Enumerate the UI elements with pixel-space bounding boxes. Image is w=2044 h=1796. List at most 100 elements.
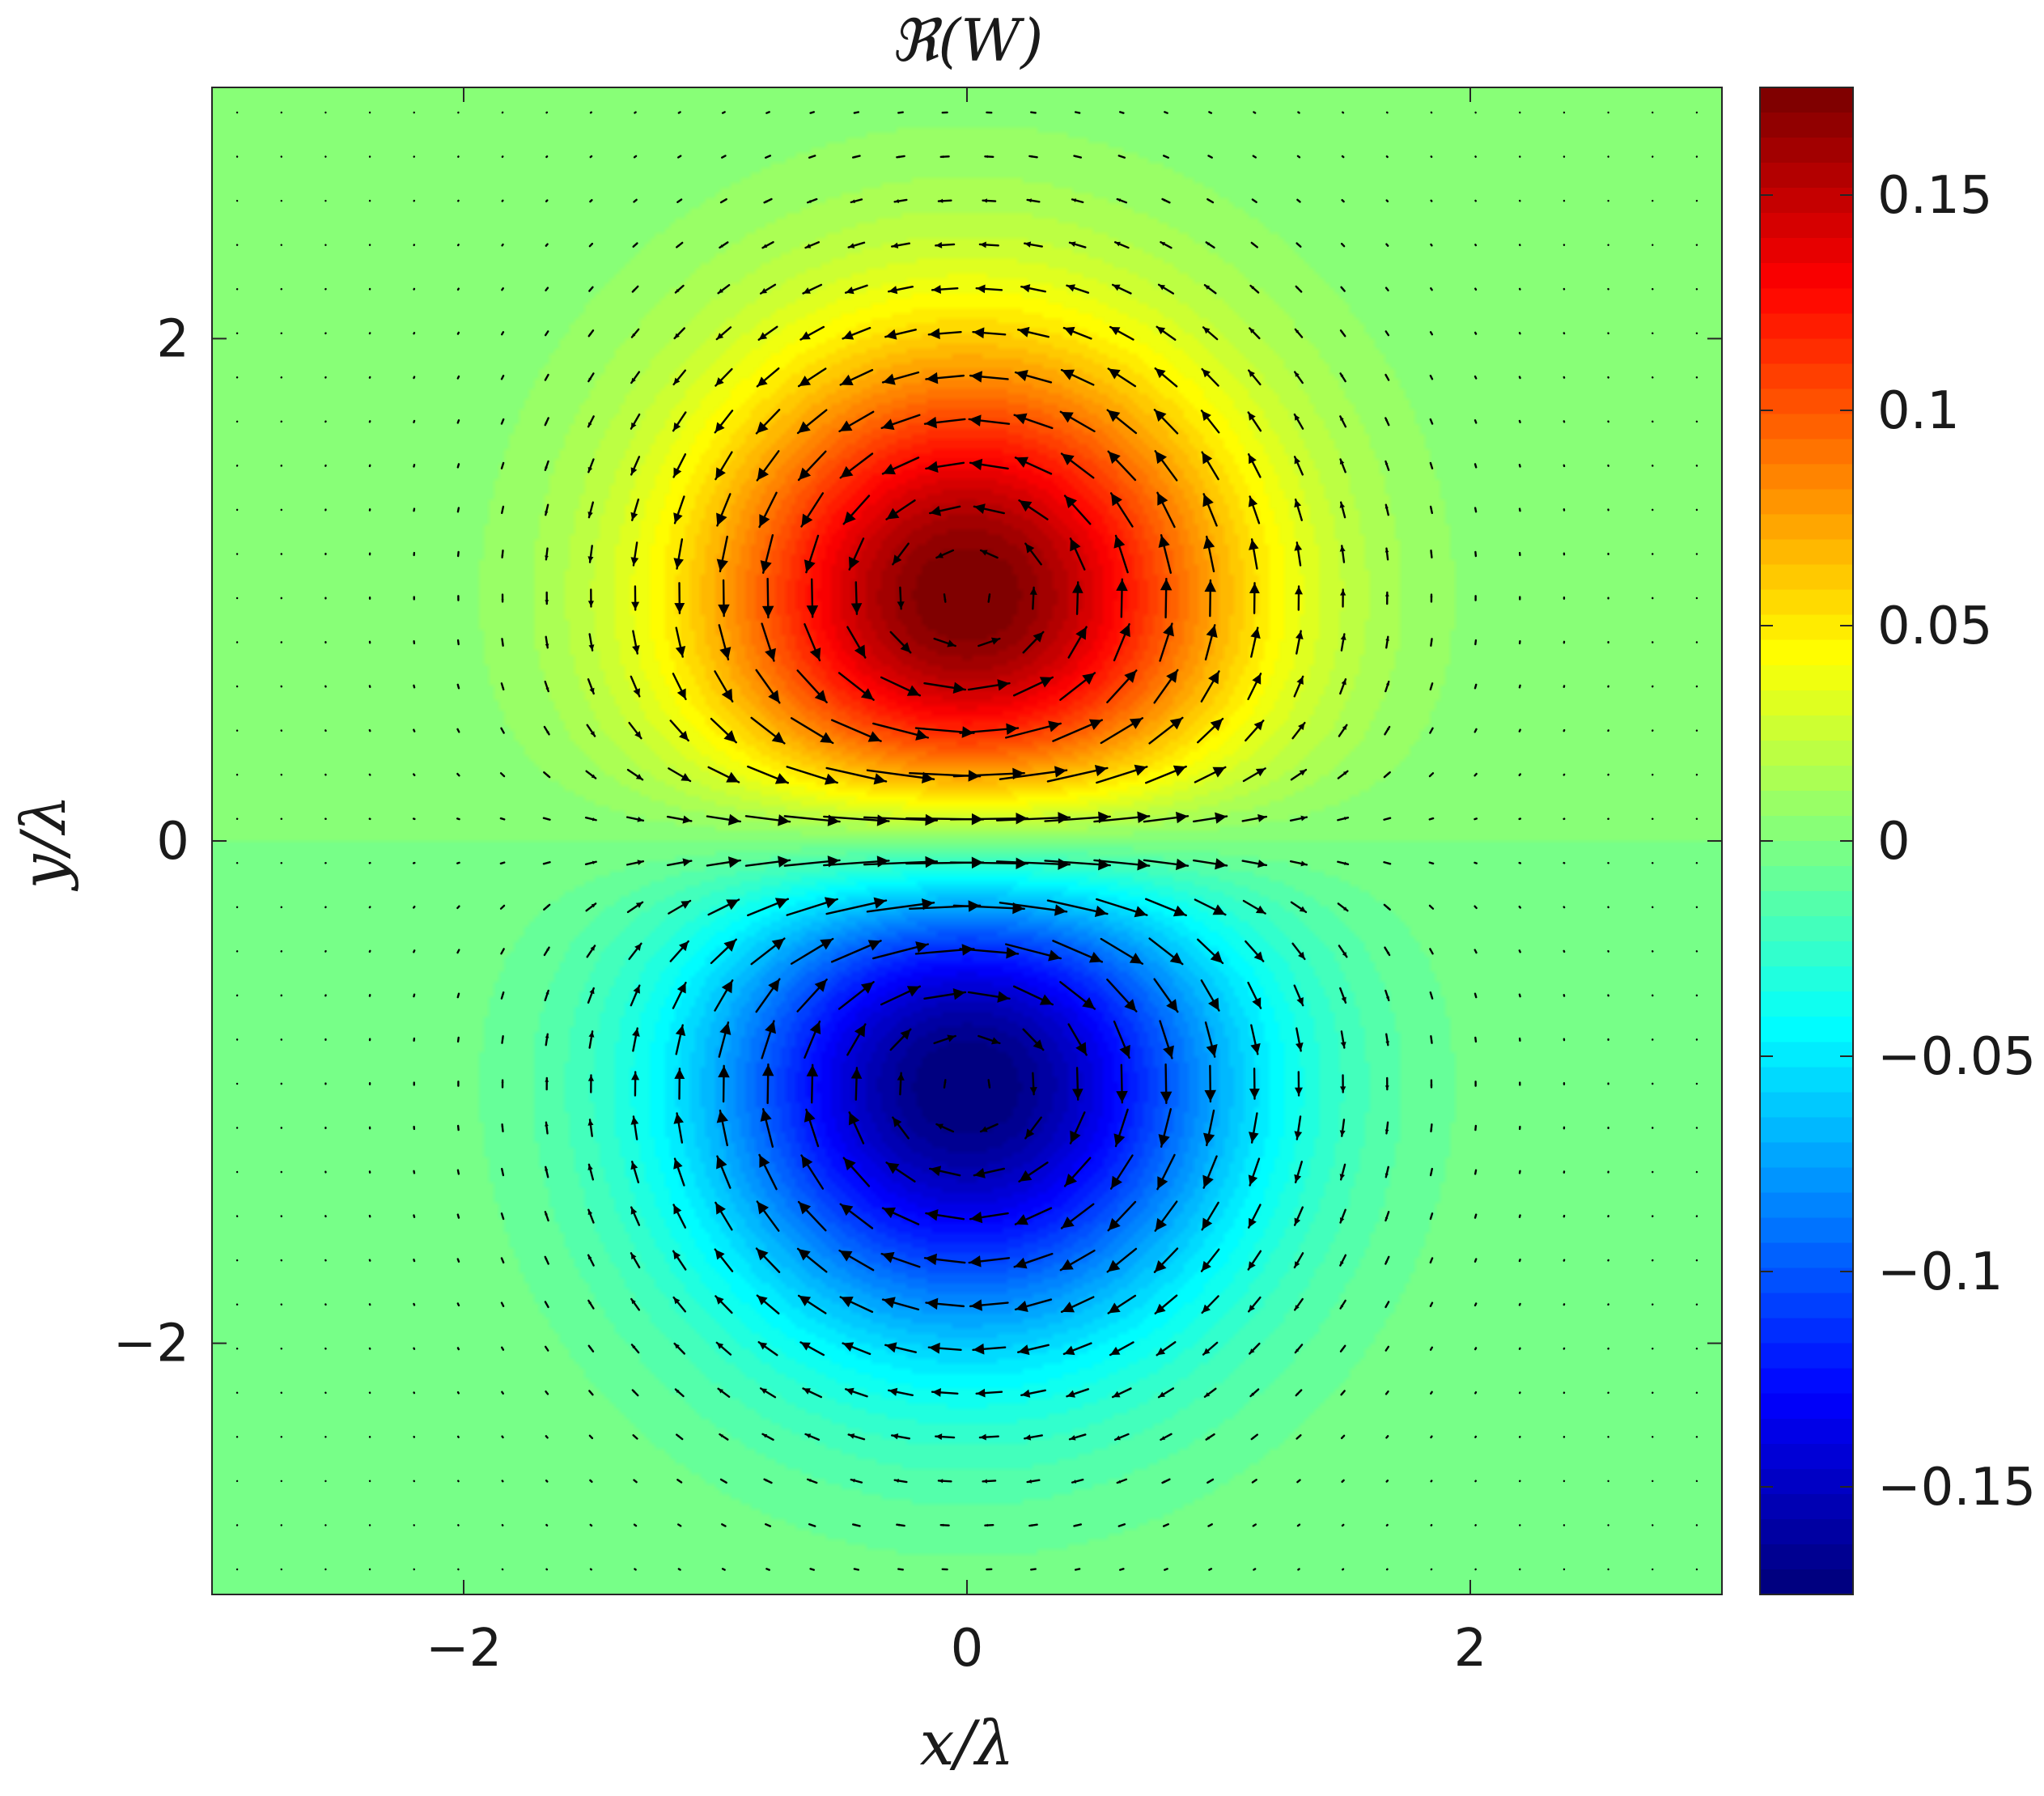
quiver-arrow-shaft <box>854 112 859 113</box>
colorbar-tick-label: −0.05 <box>1877 1027 2036 1087</box>
quiver-arrow <box>458 640 459 644</box>
quiver-arrow-shaft <box>1474 863 1476 864</box>
quiver-arrow <box>590 1480 592 1482</box>
quiver-arrow <box>458 1392 459 1393</box>
quiver-arrow-shaft <box>1431 1480 1432 1481</box>
quiver-arrow-shaft <box>1475 774 1477 775</box>
quiver-arrow <box>1430 863 1433 864</box>
quiver-arrow-shaft <box>502 1392 503 1394</box>
quiver-arrow <box>1475 1392 1476 1393</box>
quiver-arrow <box>413 950 414 952</box>
quiver-arrow-shaft <box>1342 1569 1343 1570</box>
quiver-arrow-shaft <box>458 1170 459 1174</box>
quiver-arrow <box>546 156 547 157</box>
quiver-arrow <box>546 1436 548 1437</box>
colorbar-tick-label: 0 <box>1877 812 1910 872</box>
quiver-arrow-shaft <box>1431 201 1432 202</box>
quiver-arrow-shaft <box>1475 244 1476 245</box>
quiver-arrow-shaft <box>413 906 414 907</box>
quiver-arrow-shaft <box>1475 508 1476 512</box>
quiver-arrow-shaft <box>546 200 547 201</box>
quiver-arrow <box>1431 1480 1432 1481</box>
quiver-arrow <box>1475 333 1476 334</box>
quiver-arrow <box>678 156 681 158</box>
quiver-arrow <box>1386 244 1388 246</box>
quiver-arrow <box>1475 552 1476 556</box>
quiver-arrow-shaft <box>370 906 371 907</box>
quiver-arrow <box>854 112 859 113</box>
quiver-arrow-shaft <box>1475 685 1476 688</box>
quiver-arrow-shaft <box>1342 1525 1343 1526</box>
quiver-arrow-shaft <box>458 1215 459 1218</box>
quiver-arrow-shaft <box>458 685 459 688</box>
quiver-arrow <box>502 595 504 602</box>
quiver-arrow-shaft <box>413 1259 414 1261</box>
quiver-arrow-shaft <box>811 112 814 113</box>
y-tick-label: 0 <box>156 812 189 872</box>
quiver-arrow-shaft <box>1475 552 1476 556</box>
quiver-arrow-shaft <box>458 950 460 953</box>
quiver-arrow-shaft <box>1475 1303 1476 1305</box>
quiver-arrow-shaft <box>1475 1170 1476 1174</box>
quiver-arrow <box>1475 244 1476 245</box>
quiver-arrow-shaft <box>1475 906 1477 908</box>
quiver-arrow <box>502 1348 503 1350</box>
quiver-arrow <box>1475 376 1476 378</box>
quiver-arrow-shaft <box>1342 1480 1344 1482</box>
quiver-arrow <box>458 1303 459 1305</box>
quiver-arrow-shaft <box>458 376 459 378</box>
quiver-arrow-shaft <box>723 112 725 113</box>
quiver-arrow-shaft <box>457 818 459 819</box>
quiver-arrow <box>634 1525 636 1526</box>
quiver-arrow <box>502 1392 503 1394</box>
quiver-arrow-shaft <box>458 333 459 334</box>
quiver-arrow-shaft <box>458 508 459 512</box>
quiver-arrow-shaft <box>1475 1126 1476 1130</box>
quiver-arrow-shaft <box>546 244 548 246</box>
quiver-arrow-shaft <box>457 906 459 908</box>
quiver-arrow <box>1475 1126 1476 1130</box>
quiver-arrow <box>546 1480 547 1481</box>
quiver-arrow <box>591 1525 592 1526</box>
quiver-arrow-shaft <box>458 1348 459 1349</box>
quiver-arrow <box>1475 289 1476 290</box>
quiver-arrow-shaft <box>1475 289 1476 290</box>
quiver-arrow <box>458 729 460 732</box>
quiver-arrow <box>458 685 459 688</box>
quiver-arrow <box>458 244 459 245</box>
quiver-arrow <box>1209 112 1211 113</box>
quiver-arrow-shaft <box>1298 156 1300 157</box>
quiver-arrow <box>546 244 548 246</box>
quiver-arrow <box>1475 1215 1476 1218</box>
quiver-arrow <box>458 1126 459 1130</box>
quiver-arrow-shaft <box>502 1348 503 1350</box>
quiver-arrow <box>591 156 592 157</box>
quiver-arrow-shaft <box>458 729 460 732</box>
quiver-arrow-shaft <box>591 156 592 157</box>
quiver-arrow-shaft <box>766 112 769 113</box>
quiver-arrow <box>811 112 814 113</box>
quiver-arrow <box>413 1304 414 1305</box>
quiver-arrow <box>1475 1259 1476 1262</box>
quiver-arrow <box>502 332 503 334</box>
quiver-arrow-shaft <box>458 552 459 556</box>
quiver-arrow <box>1387 156 1388 157</box>
quiver-arrow-shaft <box>413 377 414 378</box>
quiver-arrow <box>1387 1525 1388 1526</box>
quiver-arrow <box>501 818 504 819</box>
quiver-arrow <box>458 994 459 997</box>
y-axis-label: y/λ <box>7 795 79 892</box>
quiver-arrow-shaft <box>1475 1259 1476 1262</box>
y-tick-label: 2 <box>156 309 189 369</box>
quiver-arrow <box>1430 1081 1432 1088</box>
quiver-arrow <box>458 1259 459 1262</box>
quiver-arrow-shaft <box>590 200 592 202</box>
quiver-arrow <box>502 288 503 290</box>
quiver-arrow-shaft <box>1431 332 1432 334</box>
quiver-arrow-shaft <box>1253 1524 1256 1526</box>
quiver-arrow <box>1474 863 1476 864</box>
quiver-arrow <box>458 552 459 556</box>
quiver-arrow-shaft <box>458 994 459 997</box>
quiver-arrow <box>1031 1569 1036 1570</box>
quiver-arrow <box>457 863 459 864</box>
